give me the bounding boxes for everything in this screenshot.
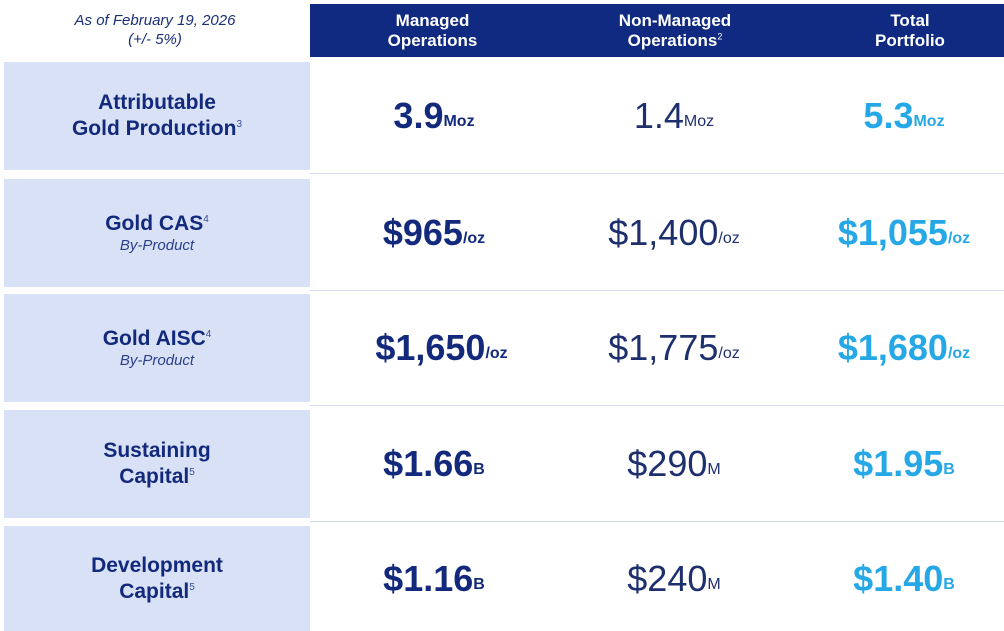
row-label-line2: Capital — [119, 579, 190, 603]
total-unit: B — [943, 461, 955, 478]
footnote-marker: 4 — [203, 214, 209, 225]
header-non-managed-line1: Non-Managed — [618, 10, 732, 30]
row-label-line1: Gold CAS — [105, 212, 204, 235]
row-label: Development — [91, 553, 223, 579]
non-managed-unit: M — [707, 575, 721, 593]
row-label-line1: Development — [91, 553, 223, 577]
total-unit: B — [943, 575, 955, 593]
row-label-cell: Gold CAS4 By-Product — [4, 179, 310, 287]
managed-unit: /oz — [462, 230, 486, 247]
table-row: Attributable Gold Production3 3.9 Moz 1.4… — [4, 62, 1004, 174]
row-label-cell: Sustaining Capital5 — [4, 410, 310, 518]
header-managed-line2-wrap: Operations — [388, 31, 478, 51]
footnote-marker: 4 — [205, 329, 212, 340]
non-managed-unit: M — [707, 461, 721, 478]
header-non-managed-line2-wrap: Operations2 — [628, 31, 723, 51]
table-row: Gold CAS4 By-Product $965/oz $1,400/oz $… — [4, 179, 1004, 291]
managed-value: $1.66 — [383, 443, 474, 484]
non-managed-value-cell: $1,400/oz — [594, 179, 754, 287]
row-label-cell: Gold AISC4 By-Product — [4, 294, 310, 402]
row-sublabel: By-Product — [119, 352, 195, 369]
non-managed-unit: /oz — [718, 345, 740, 362]
managed-value-cell: $1,650/oz — [354, 294, 529, 402]
managed-unit: B — [473, 575, 485, 593]
managed-value-cell: 3.9 Moz — [354, 62, 514, 170]
total-value-cell: 5.3 Moz — [824, 62, 984, 170]
row-label-cell: Attributable Gold Production3 — [4, 62, 310, 170]
managed-unit: B — [473, 461, 485, 478]
row-label-line2: Gold Production — [71, 117, 237, 140]
managed-value-cell: $1.16 B — [364, 526, 504, 631]
non-managed-value: $1,400 — [608, 212, 719, 253]
row-label: Sustaining — [103, 438, 210, 464]
row-label-line1: Gold AISC — [102, 327, 206, 350]
total-value: $1.95 — [853, 443, 944, 484]
column-header-total: Total Portfolio — [845, 4, 975, 57]
non-managed-value: $290 — [627, 443, 708, 484]
row-label: Gold CAS4 — [105, 211, 209, 237]
total-unit: /oz — [947, 230, 971, 247]
row-divider — [310, 173, 1004, 174]
table-row: Sustaining Capital5 $1.66 B $290 M $1.95 B — [4, 410, 1004, 522]
column-header-managed: Managed Operations — [360, 4, 505, 57]
total-unit: Moz — [913, 113, 945, 130]
total-value: $1,055 — [837, 212, 948, 253]
total-value-cell: $1,055/oz — [824, 179, 984, 287]
row-label-cell: Development Capital5 — [4, 526, 310, 631]
managed-value: $965 — [382, 212, 463, 253]
non-managed-value: 1.4 — [633, 95, 684, 136]
non-managed-value-cell: $240 M — [604, 526, 744, 631]
managed-value: $1.16 — [383, 557, 474, 599]
total-value-cell: $1.40 B — [834, 526, 974, 631]
non-managed-value: $240 — [627, 557, 708, 599]
row-label-line1: Attributable — [98, 91, 216, 114]
column-header-band: Managed Operations Non-Managed Operation… — [310, 4, 1004, 57]
column-header-non-managed: Non-Managed Operations2 — [600, 4, 750, 57]
non-managed-value-cell: $290 M — [604, 410, 744, 518]
row-label-second: Gold Production3 — [72, 116, 242, 142]
row-label-second: Capital5 — [119, 464, 195, 490]
total-value: $1.40 — [853, 557, 944, 599]
footnote-marker: 2 — [717, 30, 723, 41]
row-label-second: Capital5 — [119, 579, 195, 605]
managed-value-cell: $965/oz — [354, 179, 514, 287]
row-divider — [310, 290, 1004, 291]
table-row: Development Capital5 $1.16 B $240 M $1.40 B — [4, 526, 1004, 631]
header-managed-line1: Managed — [395, 10, 470, 30]
non-managed-unit: /oz — [718, 230, 740, 247]
managed-unit: /oz — [485, 345, 508, 362]
managed-value: 3.9 — [393, 95, 444, 136]
total-unit: /oz — [947, 345, 971, 362]
row-label: Attributable — [98, 90, 216, 116]
footnote-marker: 5 — [189, 467, 195, 478]
tolerance-note: (+/- 5%) — [128, 31, 182, 48]
row-label-line2: Capital — [119, 465, 190, 488]
footnote-marker: 3 — [236, 119, 243, 130]
row-label: Gold AISC4 — [103, 326, 212, 352]
table-row: Gold AISC4 By-Product $1,650/oz $1,775/o… — [4, 294, 1004, 406]
total-value-cell: $1.95 B — [834, 410, 974, 518]
header-non-managed-line2: Operations — [627, 30, 718, 50]
header-total-line1: Total — [890, 10, 930, 30]
total-value: $1,680 — [837, 327, 948, 368]
managed-value: $1,650 — [375, 327, 486, 368]
non-managed-value-cell: $1,775/oz — [594, 294, 754, 402]
header-managed-line2: Operations — [387, 30, 478, 50]
managed-unit: Moz — [443, 113, 475, 130]
as-of-date: As of February 19, 2026 — [74, 12, 236, 29]
header-total-line2: Portfolio — [875, 30, 945, 50]
managed-value-cell: $1.66 B — [364, 410, 504, 518]
total-value: 5.3 — [863, 95, 914, 136]
row-divider — [310, 521, 1004, 522]
non-managed-unit: Moz — [683, 113, 715, 130]
total-value-cell: $1,680/oz — [824, 294, 984, 402]
row-sublabel: By-Product — [119, 237, 195, 254]
as-of-note: As of February 19, 2026 (+/- 5%) — [4, 4, 306, 56]
footnote-marker: 5 — [189, 581, 195, 593]
row-label-line1: Sustaining — [103, 439, 211, 462]
row-divider — [310, 405, 1004, 406]
non-managed-value-cell: 1.4 Moz — [594, 62, 754, 170]
non-managed-value: $1,775 — [608, 327, 719, 368]
